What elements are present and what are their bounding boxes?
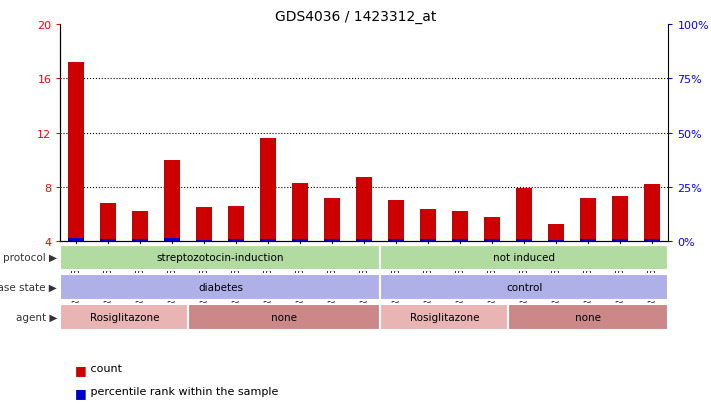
Bar [356,178,373,242]
Bar [260,239,277,242]
Text: GDS4036 / 1423312_at: GDS4036 / 1423312_at [275,10,436,24]
Bar [548,240,565,242]
Bar [196,240,213,242]
Bar [164,239,181,242]
Text: ■: ■ [75,386,87,399]
Text: agent ▶: agent ▶ [16,312,57,322]
Bar [324,198,341,242]
FancyBboxPatch shape [508,304,668,330]
Bar [548,224,565,242]
Text: diabetes: diabetes [198,282,243,292]
Text: Rosiglitazone: Rosiglitazone [410,312,479,322]
Text: percentile rank within the sample: percentile rank within the sample [87,386,279,396]
Bar [132,240,149,242]
Bar [420,240,437,242]
Bar [68,63,85,242]
Bar [644,240,661,242]
Text: count: count [87,363,122,373]
Text: protocol ▶: protocol ▶ [3,253,57,263]
Bar [100,204,117,242]
FancyBboxPatch shape [380,275,668,300]
Bar [516,240,533,242]
Bar [516,189,533,242]
Bar [228,240,245,242]
Bar [100,240,117,242]
FancyBboxPatch shape [380,304,508,330]
Bar [388,201,405,242]
Bar [260,139,277,242]
Text: disease state ▶: disease state ▶ [0,282,57,292]
FancyBboxPatch shape [380,245,668,271]
FancyBboxPatch shape [60,245,380,271]
Bar [68,238,85,242]
Text: none: none [272,312,297,322]
Text: none: none [575,312,602,322]
Bar [292,183,309,242]
Bar [484,240,501,242]
Bar [324,240,341,242]
FancyBboxPatch shape [188,304,380,330]
Bar [196,208,213,242]
Bar [356,240,373,242]
Bar [452,212,469,242]
Bar [644,185,661,242]
Bar [132,212,149,242]
Bar [580,240,597,242]
Bar [612,197,629,242]
Bar [388,240,405,242]
Text: not induced: not induced [493,253,555,263]
Text: control: control [506,282,542,292]
Bar [420,209,437,242]
FancyBboxPatch shape [60,275,380,300]
Bar [228,206,245,242]
Bar [292,239,309,242]
Text: streptozotocin-induction: streptozotocin-induction [156,253,284,263]
FancyBboxPatch shape [60,304,188,330]
Text: Rosiglitazone: Rosiglitazone [90,312,159,322]
Text: ■: ■ [75,363,87,376]
Bar [484,217,501,242]
Bar [164,160,181,242]
Bar [452,240,469,242]
Bar [580,198,597,242]
Bar [612,240,629,242]
